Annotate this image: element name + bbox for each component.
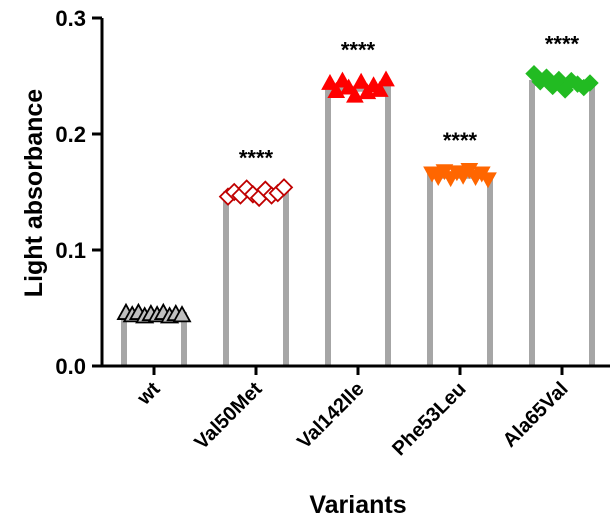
data-point-wt <box>172 305 192 323</box>
y-axis-title: Light absorbance <box>20 89 48 297</box>
data-point-val142ile <box>377 70 395 87</box>
bar-ala65val <box>529 82 595 367</box>
significance-marker: **** <box>545 32 580 57</box>
significance-marker: **** <box>239 145 274 170</box>
x-tick-label-ala65val: Ala65Val <box>499 378 573 452</box>
y-tick-label: 0.2 <box>55 122 86 147</box>
y-tick-label: 0.0 <box>55 354 86 379</box>
x-tick-label-phe53leu: Phe53Leu <box>388 378 470 460</box>
bar-val50met <box>223 194 289 366</box>
data-point-val142ile <box>370 80 389 97</box>
x-axis: wt Val50Met Val142Ile Phe53Leu Ala65Val <box>102 364 610 460</box>
bar-wt <box>121 314 187 366</box>
data-point-val50met <box>274 178 294 197</box>
x-tick-label-val142ile: Val142Ile <box>293 378 368 453</box>
bars-layer <box>121 79 595 367</box>
y-tick-label: 0.1 <box>55 238 86 263</box>
bar-val142ile <box>325 88 391 366</box>
data-point-val142ile <box>339 78 358 95</box>
y-tick-label: 0.3 <box>55 6 86 31</box>
data-point-val142ile <box>352 72 370 89</box>
data-point-val142ile <box>321 73 339 90</box>
points-layer <box>116 64 599 324</box>
data-point-ala65val <box>581 74 599 92</box>
y-axis: 0.0 0.1 0.2 0.3 <box>55 6 104 379</box>
significance-marker: **** <box>341 37 376 62</box>
bar-phe53leu <box>427 175 493 366</box>
significance-marker: **** <box>443 128 478 153</box>
x-tick-label-wt: wt <box>133 378 165 410</box>
data-point-phe53leu <box>479 172 497 189</box>
x-axis-title: Variants <box>309 491 406 519</box>
x-tick-label-val50met: Val50Met <box>190 378 266 454</box>
significance-layer: **** **** **** **** <box>239 32 580 171</box>
